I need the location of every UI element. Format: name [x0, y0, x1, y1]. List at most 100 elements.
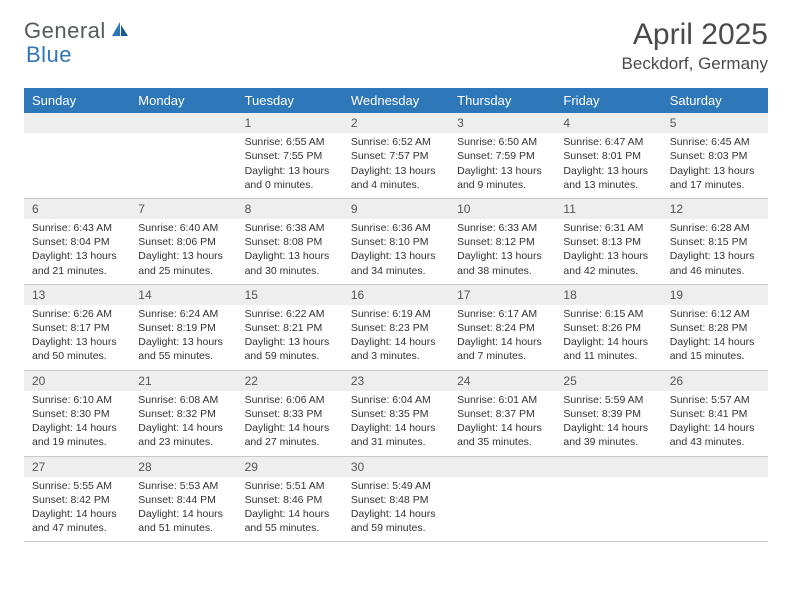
calendar-week: 27Sunrise: 5:55 AMSunset: 8:42 PMDayligh…	[24, 457, 768, 543]
weekday-friday: Friday	[555, 88, 661, 113]
daylight-text: Daylight: 13 hours and 25 minutes.	[138, 249, 228, 277]
day-number: 21	[130, 371, 236, 391]
sunset-text: Sunset: 7:57 PM	[351, 149, 441, 163]
sunrise-text: Sunrise: 6:19 AM	[351, 307, 441, 321]
sunrise-text: Sunrise: 6:08 AM	[138, 393, 228, 407]
daylight-text: Daylight: 13 hours and 59 minutes.	[245, 335, 335, 363]
calendar-cell	[24, 113, 130, 198]
daylight-text: Daylight: 14 hours and 51 minutes.	[138, 507, 228, 535]
day-number: 9	[343, 199, 449, 219]
sunset-text: Sunset: 8:03 PM	[670, 149, 760, 163]
day-details: Sunrise: 5:53 AMSunset: 8:44 PMDaylight:…	[130, 477, 236, 542]
sunrise-text: Sunrise: 5:55 AM	[32, 479, 122, 493]
sunrise-text: Sunrise: 6:33 AM	[457, 221, 547, 235]
weekday-monday: Monday	[130, 88, 236, 113]
calendar-cell: 16Sunrise: 6:19 AMSunset: 8:23 PMDayligh…	[343, 285, 449, 370]
brand-sail-icon	[110, 20, 130, 43]
sunset-text: Sunset: 8:44 PM	[138, 493, 228, 507]
calendar-cell: 10Sunrise: 6:33 AMSunset: 8:12 PMDayligh…	[449, 199, 555, 284]
daylight-text: Daylight: 14 hours and 59 minutes.	[351, 507, 441, 535]
sunset-text: Sunset: 8:24 PM	[457, 321, 547, 335]
calendar-cell: 7Sunrise: 6:40 AMSunset: 8:06 PMDaylight…	[130, 199, 236, 284]
day-details: Sunrise: 6:01 AMSunset: 8:37 PMDaylight:…	[449, 391, 555, 456]
calendar-cell: 1Sunrise: 6:55 AMSunset: 7:55 PMDaylight…	[237, 113, 343, 198]
sunrise-text: Sunrise: 6:17 AM	[457, 307, 547, 321]
calendar-cell: 29Sunrise: 5:51 AMSunset: 8:46 PMDayligh…	[237, 457, 343, 542]
sunrise-text: Sunrise: 6:28 AM	[670, 221, 760, 235]
day-number: 11	[555, 199, 661, 219]
calendar-cell: 3Sunrise: 6:50 AMSunset: 7:59 PMDaylight…	[449, 113, 555, 198]
weekday-header-row: Sunday Monday Tuesday Wednesday Thursday…	[24, 88, 768, 113]
calendar-cell	[130, 113, 236, 198]
sunrise-text: Sunrise: 5:59 AM	[563, 393, 653, 407]
daylight-text: Daylight: 14 hours and 55 minutes.	[245, 507, 335, 535]
day-details: Sunrise: 6:17 AMSunset: 8:24 PMDaylight:…	[449, 305, 555, 370]
sunset-text: Sunset: 8:21 PM	[245, 321, 335, 335]
day-number: 24	[449, 371, 555, 391]
day-number: 18	[555, 285, 661, 305]
daylight-text: Daylight: 13 hours and 13 minutes.	[563, 164, 653, 192]
day-number: 20	[24, 371, 130, 391]
day-number: 10	[449, 199, 555, 219]
day-number: 23	[343, 371, 449, 391]
daylight-text: Daylight: 13 hours and 4 minutes.	[351, 164, 441, 192]
calendar-cell	[555, 457, 661, 542]
sunset-text: Sunset: 8:10 PM	[351, 235, 441, 249]
day-details: Sunrise: 6:19 AMSunset: 8:23 PMDaylight:…	[343, 305, 449, 370]
day-details: Sunrise: 6:04 AMSunset: 8:35 PMDaylight:…	[343, 391, 449, 456]
daylight-text: Daylight: 13 hours and 34 minutes.	[351, 249, 441, 277]
sunset-text: Sunset: 8:42 PM	[32, 493, 122, 507]
daylight-text: Daylight: 13 hours and 38 minutes.	[457, 249, 547, 277]
day-details: Sunrise: 6:10 AMSunset: 8:30 PMDaylight:…	[24, 391, 130, 456]
sunset-text: Sunset: 8:13 PM	[563, 235, 653, 249]
sunrise-text: Sunrise: 6:50 AM	[457, 135, 547, 149]
day-number: 25	[555, 371, 661, 391]
day-number: 26	[662, 371, 768, 391]
calendar-cell: 20Sunrise: 6:10 AMSunset: 8:30 PMDayligh…	[24, 371, 130, 456]
sunrise-text: Sunrise: 6:26 AM	[32, 307, 122, 321]
daylight-text: Daylight: 14 hours and 15 minutes.	[670, 335, 760, 363]
day-number: 1	[237, 113, 343, 133]
title-block: April 2025 Beckdorf, Germany	[622, 18, 768, 74]
day-details: Sunrise: 6:28 AMSunset: 8:15 PMDaylight:…	[662, 219, 768, 284]
day-number: 7	[130, 199, 236, 219]
day-details: Sunrise: 6:15 AMSunset: 8:26 PMDaylight:…	[555, 305, 661, 370]
header: General April 2025 Beckdorf, Germany	[24, 18, 768, 74]
sunset-text: Sunset: 8:12 PM	[457, 235, 547, 249]
day-number: 15	[237, 285, 343, 305]
daylight-text: Daylight: 13 hours and 46 minutes.	[670, 249, 760, 277]
day-details: Sunrise: 6:38 AMSunset: 8:08 PMDaylight:…	[237, 219, 343, 284]
weekday-wednesday: Wednesday	[343, 88, 449, 113]
day-number: 30	[343, 457, 449, 477]
sunset-text: Sunset: 8:06 PM	[138, 235, 228, 249]
sunrise-text: Sunrise: 6:38 AM	[245, 221, 335, 235]
sunset-text: Sunset: 7:59 PM	[457, 149, 547, 163]
sunset-text: Sunset: 8:30 PM	[32, 407, 122, 421]
calendar-cell: 12Sunrise: 6:28 AMSunset: 8:15 PMDayligh…	[662, 199, 768, 284]
day-number: 22	[237, 371, 343, 391]
sunset-text: Sunset: 8:26 PM	[563, 321, 653, 335]
day-details: Sunrise: 6:24 AMSunset: 8:19 PMDaylight:…	[130, 305, 236, 370]
brand-name-part2-wrap: Blue	[26, 42, 72, 68]
sunrise-text: Sunrise: 6:06 AM	[245, 393, 335, 407]
day-number: 28	[130, 457, 236, 477]
calendar-cell: 30Sunrise: 5:49 AMSunset: 8:48 PMDayligh…	[343, 457, 449, 542]
sunset-text: Sunset: 8:08 PM	[245, 235, 335, 249]
day-number: 5	[662, 113, 768, 133]
sunrise-text: Sunrise: 5:53 AM	[138, 479, 228, 493]
daylight-text: Daylight: 14 hours and 27 minutes.	[245, 421, 335, 449]
calendar-cell: 21Sunrise: 6:08 AMSunset: 8:32 PMDayligh…	[130, 371, 236, 456]
sunrise-text: Sunrise: 6:12 AM	[670, 307, 760, 321]
day-details: Sunrise: 6:33 AMSunset: 8:12 PMDaylight:…	[449, 219, 555, 284]
day-number: 14	[130, 285, 236, 305]
day-number: 8	[237, 199, 343, 219]
sunrise-text: Sunrise: 6:31 AM	[563, 221, 653, 235]
daylight-text: Daylight: 14 hours and 7 minutes.	[457, 335, 547, 363]
sunrise-text: Sunrise: 6:52 AM	[351, 135, 441, 149]
sunset-text: Sunset: 8:28 PM	[670, 321, 760, 335]
day-details: Sunrise: 5:49 AMSunset: 8:48 PMDaylight:…	[343, 477, 449, 542]
weekday-thursday: Thursday	[449, 88, 555, 113]
day-number	[662, 457, 768, 477]
sunset-text: Sunset: 8:17 PM	[32, 321, 122, 335]
day-details: Sunrise: 5:55 AMSunset: 8:42 PMDaylight:…	[24, 477, 130, 542]
